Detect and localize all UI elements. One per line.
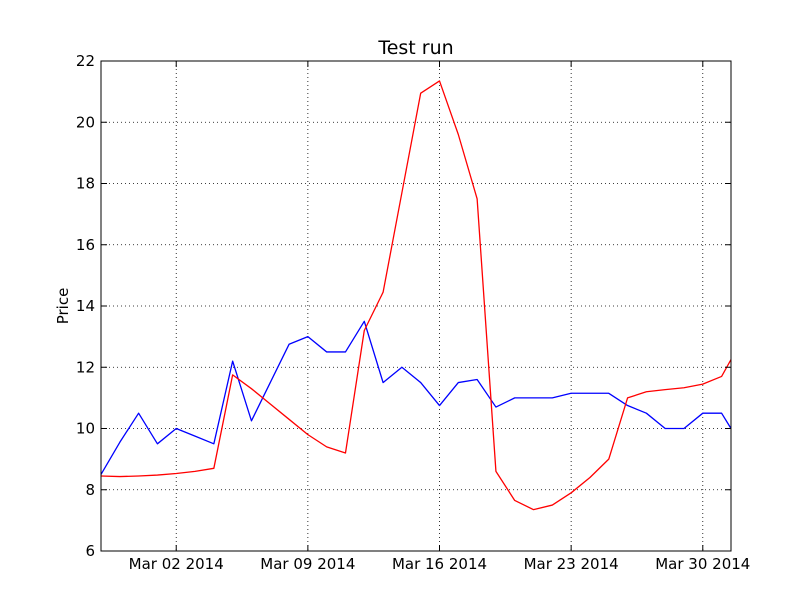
x-tick-label: Mar 16 2014 — [392, 555, 487, 573]
y-tick-label: 10 — [76, 420, 95, 438]
y-tick-label: 8 — [85, 481, 95, 499]
y-tick-label: 16 — [76, 236, 95, 254]
x-tick-label: Mar 23 2014 — [524, 555, 619, 573]
ticks — [101, 60, 731, 552]
x-tick-label: Mar 30 2014 — [655, 555, 750, 573]
series-line-2 — [100, 80, 732, 511]
chart-title: Test run — [377, 37, 453, 59]
series-line-1 — [100, 320, 732, 475]
tick-labels: 6 8 10 12 14 16 18 20 22 Mar 02 2014 Mar 09 2014 Ma… — [76, 52, 750, 573]
grid — [101, 61, 731, 551]
y-tick-label: 20 — [76, 113, 95, 131]
y-tick-label: 22 — [76, 52, 95, 70]
x-tick-label: Mar 02 2014 — [129, 555, 224, 573]
y-axis-label: Price — [54, 288, 72, 325]
x-tick-label: Mar 09 2014 — [260, 555, 355, 573]
y-tick-label: 12 — [76, 358, 95, 376]
y-tick-label: 18 — [76, 175, 95, 193]
plot-area — [101, 61, 731, 551]
y-tick-label: 14 — [76, 297, 95, 315]
y-tick-label: 6 — [85, 542, 95, 560]
series-layer — [100, 80, 732, 511]
